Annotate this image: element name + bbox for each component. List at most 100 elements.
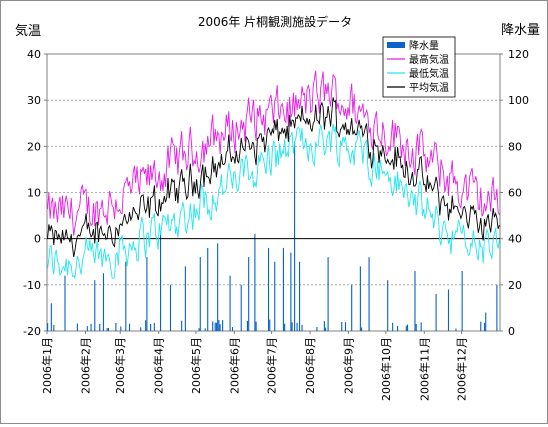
precip-bar [218, 319, 220, 331]
precip-bar [140, 327, 142, 331]
y-tick-left: 0 [34, 233, 41, 246]
precip-bar [461, 270, 463, 331]
precip-bar [150, 323, 152, 331]
precip-bar [290, 252, 292, 331]
precip-bar [217, 243, 219, 331]
precip-bar [359, 266, 361, 331]
precip-bar [90, 323, 92, 331]
x-tick-label: 2006年1月 [40, 337, 54, 394]
precip-bar [294, 141, 296, 331]
x-tick-label: 2006年2月 [78, 337, 92, 394]
x-tick-label: 2006年10月 [379, 337, 393, 401]
y-tick-left: 10 [27, 187, 41, 200]
precip-bar [222, 320, 224, 331]
precip-bar [47, 323, 49, 331]
precip-bar [455, 328, 457, 331]
precip-bar [299, 261, 301, 331]
precip-bar [229, 275, 231, 331]
x-tick-label: 2006年7月 [265, 337, 279, 394]
precip-bar [181, 320, 183, 331]
precip-bar [86, 326, 88, 331]
precip-bar [64, 275, 66, 331]
precip-bar [361, 327, 363, 331]
x-tick-label: 2006年9月 [342, 337, 356, 394]
precip-bar [284, 323, 286, 331]
precip-bar [414, 270, 416, 331]
precip-bar [296, 322, 298, 331]
x-tick-label: 2006年8月 [303, 337, 317, 394]
legend-label: 最低気温 [409, 67, 449, 80]
precip-bar [214, 322, 216, 331]
x-tick-label: 2006年4月 [152, 337, 166, 394]
precip-bar [341, 321, 343, 331]
y-axis-right-label: 降水量 [501, 23, 540, 38]
precip-bar [145, 320, 147, 331]
precip-bar [496, 284, 498, 331]
precip-bar [392, 322, 394, 331]
precip-bar [246, 320, 248, 331]
precip-bar [435, 294, 437, 331]
precip-bar [282, 247, 284, 331]
x-tick-label: 2006年11月 [417, 337, 431, 401]
precip-bar [405, 325, 407, 331]
precip-bar [120, 326, 122, 331]
precip-bar [50, 303, 52, 331]
y-tick-right: 0 [508, 325, 515, 338]
precip-bar [480, 321, 482, 331]
precip-bar [447, 289, 450, 331]
x-tick-label: 2006年5月 [189, 337, 203, 394]
precip-bar [420, 322, 422, 331]
precip-bar [368, 257, 370, 331]
precip-bar [240, 284, 242, 331]
legend-swatch-precip [387, 42, 405, 48]
y-tick-right: 120 [508, 48, 529, 61]
plot-area [44, 53, 503, 334]
precip-bar [327, 257, 329, 331]
precip-bar [325, 327, 327, 331]
precip-bar [115, 323, 117, 331]
precip-bar [387, 280, 389, 331]
x-tick-label: 2006年3月 [113, 337, 127, 394]
precip-bar [204, 328, 206, 331]
chart-title: 2006年 片桐観測施設データ [198, 14, 352, 29]
precip-bar [53, 324, 55, 331]
precip-bar [107, 327, 109, 331]
precip-bar [415, 323, 417, 331]
precip-bar [199, 257, 201, 331]
x-tick-label: 2006年6月 [227, 337, 241, 394]
precip-bar [291, 322, 293, 331]
precip-bar [267, 247, 270, 331]
precip-bar [212, 321, 214, 331]
y-tick-right: 20 [508, 279, 522, 292]
precip-bar [406, 324, 409, 331]
legend-label: 最高気温 [409, 53, 449, 66]
y-axis-left-label: 気温 [15, 23, 41, 39]
y-tick-right: 100 [508, 94, 529, 107]
precip-bar [169, 284, 172, 331]
precip-bar [215, 322, 217, 331]
y-tick-left: -10 [23, 279, 41, 292]
precip-bar [125, 261, 127, 331]
precip-bar [485, 312, 487, 331]
precip-bar [128, 323, 131, 331]
precip-bar [99, 323, 101, 331]
precip-bar [254, 234, 256, 331]
y-tick-left: 40 [27, 48, 41, 61]
y-tick-right: 80 [508, 140, 522, 153]
precip-bar [274, 261, 276, 331]
y-tick-left: -20 [23, 325, 41, 338]
precip-bar [184, 266, 186, 331]
precip-bar [153, 322, 155, 331]
precip-bar [102, 273, 105, 331]
precip-bar [207, 247, 209, 331]
precip-bar [316, 326, 318, 331]
legend-label: 平均気温 [409, 81, 449, 94]
precip-bar [323, 321, 325, 331]
precip-bar [219, 324, 221, 331]
precip-bar [198, 328, 200, 331]
precip-bar [255, 321, 257, 331]
x-tick-label: 2006年12月 [455, 337, 469, 401]
precip-bar [106, 328, 108, 331]
